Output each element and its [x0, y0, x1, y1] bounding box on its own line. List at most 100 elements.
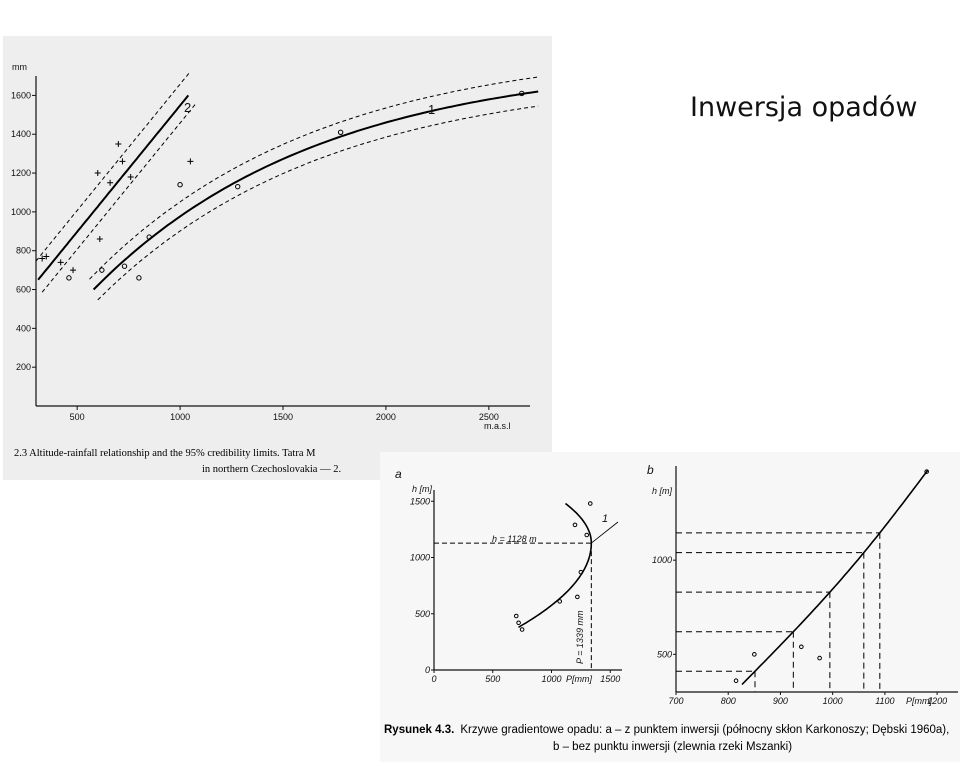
y-tick-label: 1600	[11, 90, 31, 100]
b-x-tick-label: 900	[773, 696, 788, 706]
b-x-tick-label: 800	[721, 696, 736, 706]
y-unit-label: mm	[12, 62, 27, 72]
panel-a-points	[513, 501, 593, 632]
series-1-point	[146, 234, 152, 240]
series-2-point	[96, 236, 103, 243]
a-point	[513, 613, 519, 619]
panel-b-label: b	[647, 463, 654, 477]
figure-caption-text: Krzywe gradientowe opadu: a – z punktem …	[460, 724, 949, 736]
a-x-tick-label: 0	[431, 674, 436, 684]
panel-b-guides	[676, 532, 881, 692]
panel-a-ticks: 0 500 1000 1500 0 500 1000 1500	[410, 496, 620, 684]
y-tick-label: 800	[16, 246, 31, 256]
series-1-point	[136, 275, 142, 281]
series-2-point	[187, 158, 194, 165]
b-x-tick-label: 700	[668, 696, 683, 706]
x-unit-label: m.a.s.l	[484, 421, 511, 431]
series-2-point	[94, 170, 101, 177]
series-1-point	[177, 182, 183, 188]
b-x-tick-label: 1100	[875, 696, 894, 706]
b-y-tick-label: 1000	[652, 555, 672, 565]
x-tick-label: 500	[70, 412, 85, 422]
a-point	[578, 569, 584, 575]
y-tick-label: 1200	[11, 168, 31, 178]
panel-a-label: a	[395, 467, 402, 481]
panel-b-ylabel: h [m]	[652, 486, 673, 496]
x-tick-label: 1000	[170, 412, 190, 422]
a-point	[516, 620, 521, 626]
panel-a-xlabel: P[mm]	[566, 674, 592, 684]
figure-caption-line-1: Rysunek 4.3. Krzywe gradientowe opadu: a …	[384, 724, 949, 736]
slide-title: Inwersja opadów	[690, 92, 918, 123]
annotation-p: P = 1339 mm	[575, 610, 585, 664]
curve-label-1: 1	[428, 102, 435, 117]
a-point	[587, 501, 593, 506]
b-y-tick-label: 500	[657, 649, 672, 659]
panel-a-curve	[518, 502, 593, 628]
x-tick-label: 2000	[376, 412, 396, 422]
a-y-tick-label: 0	[425, 665, 430, 675]
annotation-h: h = 1128 m	[492, 534, 537, 544]
b-point	[799, 644, 804, 650]
scan-background	[380, 452, 960, 762]
a-point	[575, 594, 580, 600]
panel-a-guides	[434, 521, 619, 670]
a-x-tick-label: 1000	[541, 674, 561, 684]
altitude-rainfall-chart: mm m.a.s.l 2004006008001000120014001600 …	[3, 36, 552, 480]
data-points	[39, 90, 525, 281]
series-2-point	[43, 253, 50, 260]
b-point	[733, 678, 739, 683]
panel-b-ticks: 700 800 900 1000 1100 1200 500 1000	[652, 555, 947, 706]
series-1-point	[99, 267, 105, 273]
curve-1-lower-limit	[97, 105, 539, 301]
y-tick-label: 1400	[11, 129, 31, 139]
y-tick-label: 200	[16, 362, 31, 372]
x-tick-label: 2500	[479, 412, 499, 422]
gradient-curve-a	[518, 502, 593, 628]
series-2-point	[70, 267, 77, 274]
panel-b-curve	[741, 469, 929, 686]
a-x-tick-label: 1500	[600, 674, 620, 684]
b-x-tick-label: 1000	[823, 696, 843, 706]
curve-label-2: 2	[184, 100, 191, 115]
a-x-tick-label: 500	[485, 674, 500, 684]
curve-2-upper-limit	[35, 71, 191, 262]
a-y-tick-label: 500	[415, 609, 430, 619]
a-y-tick-label: 1000	[410, 553, 430, 563]
a-y-tick-label: 1500	[410, 496, 430, 506]
y-tick-labels: 200 400 600 800 1000 1200 1400 1600	[11, 90, 36, 372]
curve-2-lower-limit	[41, 102, 197, 293]
curve-leader-line	[591, 521, 619, 544]
panel-a-curve-label: 1	[602, 513, 608, 525]
series-1-point	[235, 183, 241, 190]
curve-1-fit	[92, 90, 539, 291]
panel-b-xlabel: P[mm]	[906, 696, 932, 706]
x-tick-label: 1500	[273, 412, 293, 422]
a-point	[584, 532, 590, 538]
series-2-point	[107, 179, 114, 186]
a-point	[519, 627, 525, 632]
figure-caption-bold: Rysunek 4.3.	[384, 724, 454, 736]
b-x-tick-label: 1200	[927, 696, 947, 706]
series-2-point	[115, 140, 122, 147]
series-1-point	[519, 90, 525, 97]
series-1-point	[66, 275, 72, 281]
caption-line-2: in northern Czechoslovakia — 2.	[202, 464, 341, 475]
panel-a-ylabel: h [m]	[412, 484, 433, 494]
gradient-curve-b	[741, 469, 929, 686]
curve-1-upper-limit	[89, 76, 539, 280]
y-tick-label: 400	[16, 323, 31, 333]
b-point	[817, 655, 822, 661]
series-2-point	[57, 259, 64, 266]
a-point	[572, 522, 578, 528]
b-point	[924, 469, 929, 474]
series-2-point	[39, 255, 46, 262]
series-2-point	[127, 173, 134, 180]
y-tick-label: 600	[16, 285, 31, 295]
x-tick-labels: 500 1000 1500 2000 2500	[70, 406, 499, 422]
series-1-point	[121, 263, 128, 269]
y-tick-label: 1000	[11, 207, 31, 217]
caption-line-1: 2.3 Altitude-rainfall relationship and t…	[14, 448, 316, 459]
regression-curves	[35, 71, 539, 301]
